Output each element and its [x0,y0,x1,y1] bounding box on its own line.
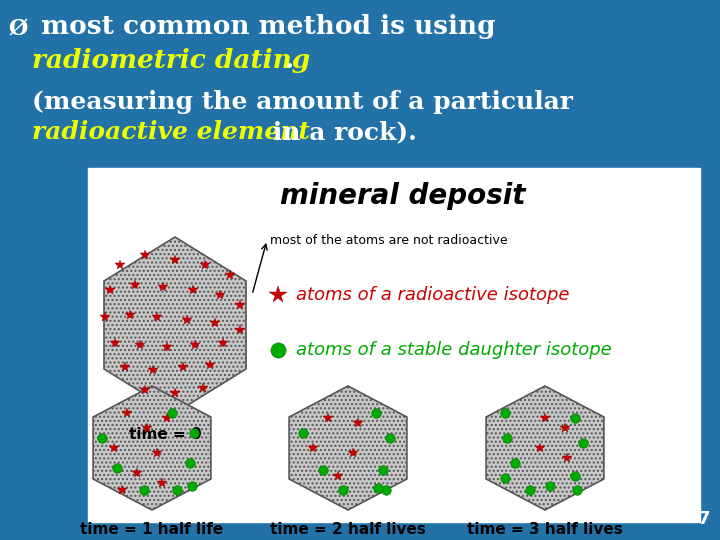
Text: most common method is using: most common method is using [32,14,495,39]
Text: time = 0: time = 0 [129,427,202,442]
Text: atoms of a stable daughter isotope: atoms of a stable daughter isotope [296,341,612,359]
Text: mineral deposit: mineral deposit [280,182,526,210]
Text: (measuring the amount of a particular: (measuring the amount of a particular [32,90,573,114]
Bar [88,168,700,522]
Text: time = 3 half lives: time = 3 half lives [467,522,623,537]
Text: 7: 7 [698,510,710,528]
Polygon shape [93,386,211,510]
Text: radioactive element: radioactive element [32,120,310,144]
Text: in a rock).: in a rock). [264,120,417,144]
Polygon shape [104,237,246,413]
Text: time = 1 half life: time = 1 half life [81,522,224,537]
Polygon shape [486,386,604,510]
Text: radiometric dating: radiometric dating [32,48,310,73]
Text: Ø: Ø [8,18,27,40]
Text: .: . [285,48,294,73]
Polygon shape [289,386,407,510]
Text: time = 2 half lives: time = 2 half lives [270,522,426,537]
Text: most of the atoms are not radioactive: most of the atoms are not radioactive [270,233,508,246]
Text: atoms of a radioactive isotope: atoms of a radioactive isotope [296,286,570,304]
